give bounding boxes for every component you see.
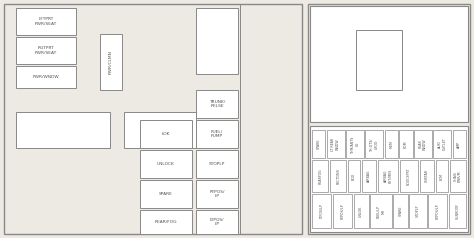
Text: THM/ANTS
LG: THM/ANTS LG <box>351 135 359 153</box>
Text: MEM: MEM <box>389 140 393 148</box>
FancyBboxPatch shape <box>16 8 76 35</box>
Text: RTPOS/LP: RTPOS/LP <box>436 203 440 219</box>
Text: PDM: PDM <box>404 140 408 148</box>
Text: FUEL/LP
MR: FUEL/LP MR <box>377 204 385 218</box>
Text: LTPOS/LP: LTPOS/LP <box>320 203 324 218</box>
FancyBboxPatch shape <box>310 6 468 122</box>
Text: CHAS/
PWR/M: CHAS/ PWR/M <box>454 170 462 182</box>
Text: REARFOG: REARFOG <box>318 168 322 184</box>
FancyBboxPatch shape <box>196 90 238 118</box>
Text: TRUNK/
RELSE: TRUNK/ RELSE <box>209 100 225 108</box>
FancyBboxPatch shape <box>196 120 238 148</box>
FancyBboxPatch shape <box>310 126 468 232</box>
FancyBboxPatch shape <box>365 130 383 158</box>
FancyBboxPatch shape <box>356 30 402 90</box>
Text: CNSTAR: CNSTAR <box>425 169 429 183</box>
FancyBboxPatch shape <box>348 160 360 192</box>
Text: LFTPRT
PWR/SEAT: LFTPRT PWR/SEAT <box>35 17 57 26</box>
FancyBboxPatch shape <box>449 194 466 228</box>
FancyBboxPatch shape <box>333 194 352 228</box>
FancyBboxPatch shape <box>312 130 325 158</box>
Text: STOPLP: STOPLP <box>209 162 225 166</box>
Text: PWR/CLMN: PWR/CLMN <box>109 50 113 74</box>
FancyBboxPatch shape <box>436 160 448 192</box>
FancyBboxPatch shape <box>428 194 447 228</box>
FancyBboxPatch shape <box>4 4 302 234</box>
Text: REAR
WNDW: REAR WNDW <box>419 138 428 150</box>
FancyBboxPatch shape <box>196 150 238 178</box>
Text: LOK: LOK <box>162 132 170 136</box>
FancyBboxPatch shape <box>414 130 432 158</box>
FancyBboxPatch shape <box>346 130 364 158</box>
FancyBboxPatch shape <box>378 160 398 192</box>
FancyBboxPatch shape <box>420 160 434 192</box>
Text: SPARE: SPARE <box>399 206 403 216</box>
Text: SUNROOF: SUNROOF <box>456 203 459 219</box>
Text: PWR/WNDW: PWR/WNDW <box>33 75 59 79</box>
FancyBboxPatch shape <box>196 8 238 74</box>
FancyBboxPatch shape <box>140 120 192 148</box>
FancyBboxPatch shape <box>384 130 398 158</box>
Text: FUCTDNR: FUCTDNR <box>336 168 340 184</box>
FancyBboxPatch shape <box>362 160 376 192</box>
Text: LTPOS/
LP: LTPOS/ LP <box>210 218 224 226</box>
FancyBboxPatch shape <box>393 194 408 228</box>
Text: AIRBAG
RET/MES: AIRBAG RET/MES <box>383 169 392 183</box>
Text: STOPLP: STOPLP <box>416 205 420 217</box>
Text: UNLOCK: UNLOCK <box>157 162 175 166</box>
FancyBboxPatch shape <box>196 180 238 208</box>
FancyBboxPatch shape <box>312 194 331 228</box>
Text: AMP: AMP <box>457 140 461 148</box>
Text: RTPOS/LP: RTPOS/LP <box>341 203 345 219</box>
Text: ECM: ECM <box>440 173 444 179</box>
FancyBboxPatch shape <box>410 194 427 228</box>
FancyBboxPatch shape <box>370 194 392 228</box>
Text: ROOCSPRT: ROOCSPRT <box>407 167 411 185</box>
Text: REAR/FOG: REAR/FOG <box>155 220 177 224</box>
FancyBboxPatch shape <box>453 130 466 158</box>
FancyBboxPatch shape <box>16 66 76 88</box>
FancyBboxPatch shape <box>330 160 346 192</box>
Text: BOO: BOO <box>352 172 356 180</box>
Text: AUX/
OUTLET: AUX/ OUTLET <box>438 138 447 150</box>
Text: TH-OTS/
UKOO: TH-OTS/ UKOO <box>370 137 378 151</box>
FancyBboxPatch shape <box>308 4 470 234</box>
FancyBboxPatch shape <box>400 130 413 158</box>
FancyBboxPatch shape <box>400 160 418 192</box>
Text: LT REAR
WNDW: LT REAR WNDW <box>331 137 340 151</box>
FancyBboxPatch shape <box>100 34 122 90</box>
FancyBboxPatch shape <box>433 130 451 158</box>
FancyBboxPatch shape <box>140 150 192 178</box>
Text: UNLOK: UNLOK <box>359 205 363 217</box>
Text: FUEL/
PUMP: FUEL/ PUMP <box>211 130 223 138</box>
Text: RGTPRT
PWR/SEAT: RGTPRT PWR/SEAT <box>35 46 57 55</box>
FancyBboxPatch shape <box>140 210 192 234</box>
FancyBboxPatch shape <box>312 160 328 192</box>
FancyBboxPatch shape <box>16 112 110 148</box>
Text: SPARE: SPARE <box>317 139 320 149</box>
FancyBboxPatch shape <box>196 210 238 234</box>
Text: RTPOS/
LP: RTPOS/ LP <box>209 190 225 198</box>
FancyBboxPatch shape <box>449 160 466 192</box>
FancyBboxPatch shape <box>354 194 368 228</box>
Text: AIRBAG: AIRBAG <box>367 170 371 182</box>
FancyBboxPatch shape <box>327 130 345 158</box>
FancyBboxPatch shape <box>124 112 196 148</box>
FancyBboxPatch shape <box>140 180 192 208</box>
FancyBboxPatch shape <box>16 37 76 64</box>
Text: SPARE: SPARE <box>159 192 173 196</box>
